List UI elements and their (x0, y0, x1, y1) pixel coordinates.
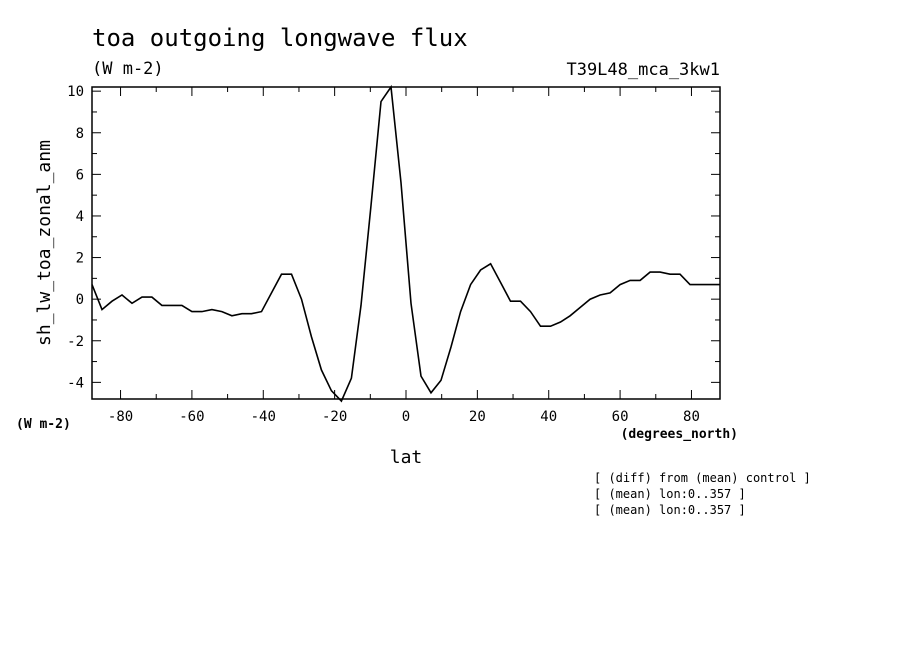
series-line (91, 84, 720, 403)
experiment-label: T39L48_mca_3kw1 (566, 60, 720, 80)
x-tick-label: 80 (683, 409, 700, 425)
chart-units: (W m-2) (92, 59, 164, 79)
y-tick-label: 0 (76, 292, 84, 308)
x-tick-label: -40 (251, 409, 276, 425)
x-tick-labels: -80 -60 -40 -20 0 20 40 60 80 (108, 409, 700, 425)
footer-note-1: [ (diff) from (mean) control ] (594, 471, 811, 485)
x-tick-label: 40 (540, 409, 557, 425)
x-tick-label: -20 (322, 409, 347, 425)
x-tick-label: -80 (108, 409, 133, 425)
y-tick-labels: -4 -2 0 2 4 6 8 10 (67, 84, 84, 391)
y-tick-label: 6 (76, 167, 84, 183)
y-axis-label: sh_lw_toa_zonal_anm (34, 140, 55, 346)
y-axis-units: (W m-2) (16, 417, 71, 432)
y-tick-label: -2 (67, 334, 84, 350)
y-tick-label: -4 (67, 375, 84, 391)
chart-title: toa outgoing longwave flux (92, 24, 468, 52)
x-tick-label: 20 (469, 409, 486, 425)
y-tick-label: 10 (67, 84, 84, 100)
x-axis-label: lat (390, 447, 423, 468)
x-axis-units: (degrees_north) (621, 427, 738, 442)
x-tick-label: 60 (612, 409, 629, 425)
y-tick-label: 4 (76, 209, 84, 225)
x-tick-label: 0 (402, 409, 410, 425)
y-tick-label: 2 (76, 251, 84, 267)
y-tick-label: 8 (76, 126, 84, 142)
footer-note-2: [ (mean) lon:0..357 ] (594, 487, 746, 501)
footer-note-3: [ (mean) lon:0..357 ] (594, 503, 746, 517)
x-tick-label: -60 (179, 409, 204, 425)
